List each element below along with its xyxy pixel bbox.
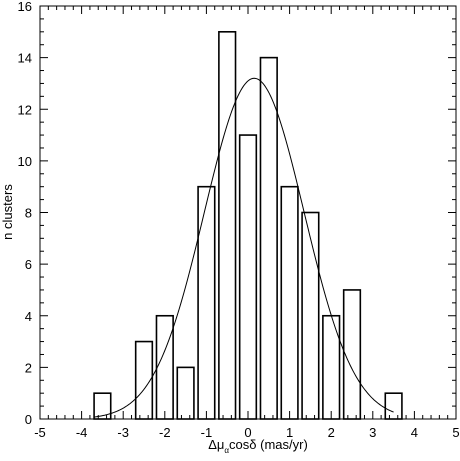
axis-ticks xyxy=(39,5,457,420)
histogram-bar xyxy=(155,314,174,420)
y-tick-label: 6 xyxy=(25,257,32,272)
x-axis-title: Δμαcosδ (mas/yr) xyxy=(208,437,308,455)
y-tick-label: 0 xyxy=(25,412,32,427)
histogram-bar xyxy=(176,366,195,420)
histogram-bar xyxy=(197,185,216,420)
histogram-bar xyxy=(301,211,320,420)
x-tick-label: -4 xyxy=(76,425,88,440)
x-tick-labels: -5 -4 -3 -2 -1 0 1 2 3 4 5 xyxy=(34,425,459,440)
histogram-bar xyxy=(218,31,237,420)
x-tick-label: -2 xyxy=(159,425,171,440)
y-tick-label: 8 xyxy=(25,206,32,221)
histogram-bar xyxy=(238,134,258,420)
y-tick-label: 16 xyxy=(18,0,32,14)
y-tick-label: 14 xyxy=(18,51,32,66)
x-tick-label: 3 xyxy=(369,425,376,440)
histogram-bar xyxy=(342,289,362,420)
gaussian-fit-curve xyxy=(94,77,394,418)
y-tick-labels: 0 2 4 6 8 10 12 14 16 xyxy=(18,0,32,427)
y-tick-label: 4 xyxy=(25,309,32,324)
histogram-bar xyxy=(93,392,112,420)
histogram-bar xyxy=(322,314,341,420)
x-tick-label: 5 xyxy=(452,425,459,440)
histogram-bar xyxy=(134,340,154,420)
y-tick-label: 10 xyxy=(18,154,32,169)
x-tick-label: 0 xyxy=(244,425,251,440)
y-tick-label: 2 xyxy=(25,360,32,375)
histogram-bar xyxy=(280,185,299,420)
y-tick-label: 12 xyxy=(18,102,32,117)
histogram-bars xyxy=(93,31,403,420)
x-tick-label: 2 xyxy=(328,425,335,440)
histogram-bar xyxy=(259,56,278,420)
y-axis-title: n clusters xyxy=(0,184,15,240)
x-tick-label: 1 xyxy=(286,425,293,440)
x-tick-label: -3 xyxy=(117,425,129,440)
plot-frame xyxy=(39,5,457,420)
histogram-bar xyxy=(384,392,403,420)
x-tick-label: -5 xyxy=(34,425,46,440)
x-tick-label: -1 xyxy=(201,425,213,440)
x-tick-label: 4 xyxy=(411,425,418,440)
